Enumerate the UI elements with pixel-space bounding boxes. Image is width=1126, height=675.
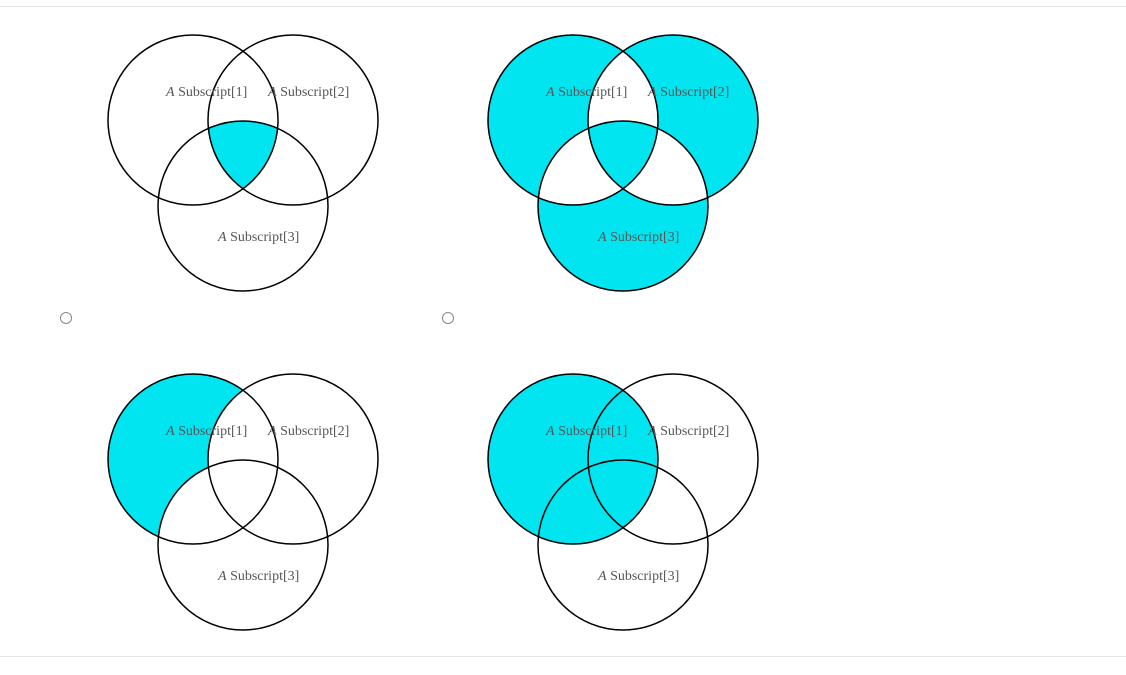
- venn-svg-top-right: A Subscript[1] A Subscript[2] A Subscript[…: [428, 6, 808, 336]
- venn-panel-top-right: A Subscript[1] A Subscript[2] A Subscript[…: [428, 6, 808, 336]
- region-center: [158, 121, 328, 291]
- label-a2: A Subscript[2]: [647, 85, 729, 100]
- label-a1: A Subscript[1]: [545, 85, 627, 100]
- venn-svg-top-left: A Subscript[1] A Subscript[2] A Subscript[…: [48, 6, 428, 336]
- label-a1: A Subscript[1]: [165, 424, 247, 439]
- label-a2: A Subscript[2]: [267, 85, 349, 100]
- label-a3: A Subscript[3]: [597, 230, 679, 245]
- venn-svg-bottom-left: A Subscript[1] A Subscript[2] A Subscript[…: [48, 345, 428, 675]
- region-a1-full: [488, 374, 658, 544]
- venn-panel-top-left: A Subscript[1] A Subscript[2] A Subscript[…: [48, 6, 428, 336]
- venn-panel-bottom-right: A Subscript[1] A Subscript[2] A Subscript[…: [428, 345, 808, 675]
- label-a3: A Subscript[3]: [597, 569, 679, 584]
- label-a1: A Subscript[1]: [545, 424, 627, 439]
- venn-panel-bottom-left: A Subscript[1] A Subscript[2] A Subscript[…: [48, 345, 428, 675]
- label-a3: A Subscript[3]: [217, 230, 299, 245]
- venn-svg-bottom-right: A Subscript[1] A Subscript[2] A Subscript[…: [428, 345, 808, 675]
- option-radio-top-left[interactable]: [60, 312, 72, 324]
- region-a1-only: [108, 374, 278, 544]
- label-a3: A Subscript[3]: [217, 569, 299, 584]
- label-a2: A Subscript[2]: [267, 424, 349, 439]
- label-a2: A Subscript[2]: [647, 424, 729, 439]
- label-a1: A Subscript[1]: [165, 85, 247, 100]
- option-radio-top-right[interactable]: [442, 312, 454, 324]
